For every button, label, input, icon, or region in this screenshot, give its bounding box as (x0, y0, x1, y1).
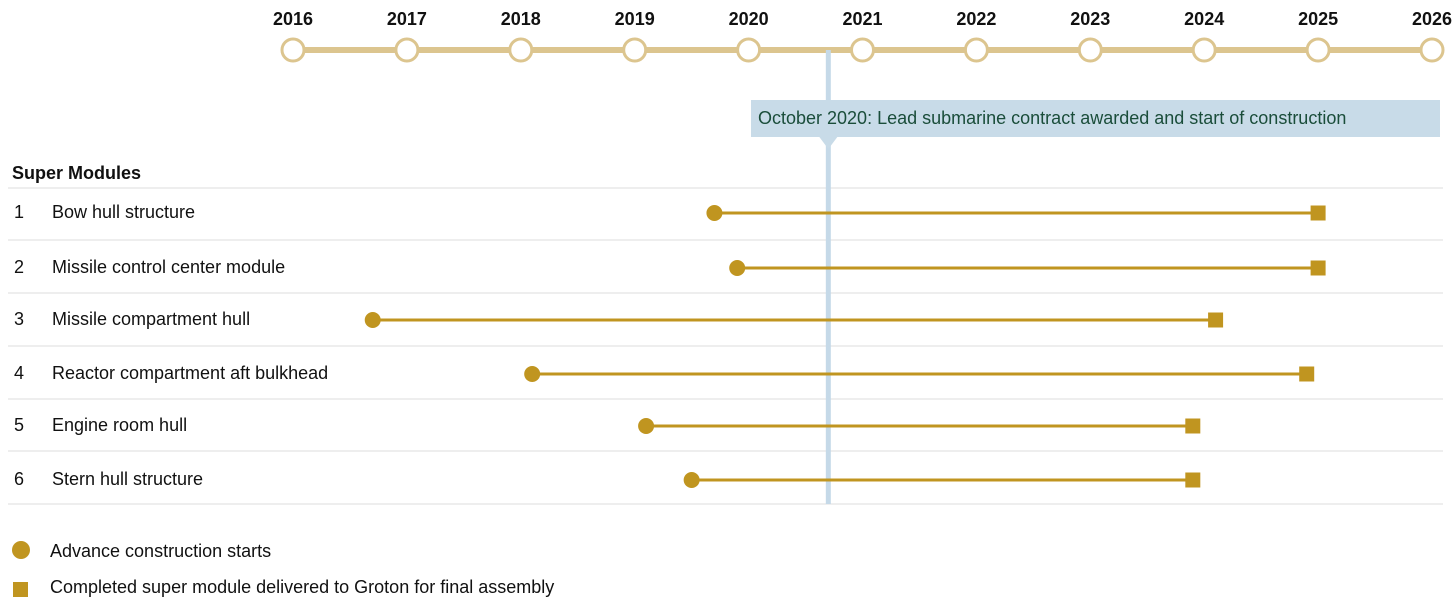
row-number: 4 (14, 363, 24, 383)
tick-mark (1077, 37, 1103, 63)
tick-mark (394, 37, 420, 63)
start-marker (683, 472, 700, 488)
x-tick-label: 2023 (1070, 9, 1110, 29)
tick-mark (1191, 37, 1217, 63)
row-label: Missile control center module (52, 257, 285, 277)
row-label: Bow hull structure (52, 202, 195, 222)
tick-mark (963, 37, 989, 63)
legend-marker (12, 541, 30, 559)
end-marker (1185, 418, 1201, 434)
end-marker (1310, 260, 1326, 276)
legend-label: Completed super module delivered to Grot… (50, 577, 554, 597)
section-title: Super Modules (12, 163, 141, 183)
x-tick-label: 2016 (273, 9, 313, 29)
annotation-text: October 2020: Lead submarine contract aw… (758, 108, 1346, 128)
start-marker (706, 205, 723, 221)
x-tick-label: 2025 (1298, 9, 1338, 29)
x-tick-label: 2019 (615, 9, 655, 29)
row-label: Missile compartment hull (52, 309, 250, 329)
row-number: 6 (14, 469, 24, 489)
tick-mark (1305, 37, 1331, 63)
start-marker (729, 260, 746, 276)
end-marker (1208, 312, 1224, 328)
tick-mark (622, 37, 648, 63)
annotation-box (751, 100, 1440, 137)
start-marker (638, 418, 655, 434)
annotation-pointer (819, 137, 838, 149)
row-label: Reactor compartment aft bulkhead (52, 363, 328, 383)
end-marker (1299, 366, 1315, 382)
tick-mark (1419, 37, 1445, 63)
row-number: 3 (14, 309, 24, 329)
row-number: 1 (14, 202, 24, 222)
end-marker (1185, 472, 1201, 488)
x-tick-label: 2017 (387, 9, 427, 29)
start-marker (364, 312, 381, 328)
legend-label: Advance construction starts (50, 541, 271, 561)
x-tick-label: 2024 (1184, 9, 1224, 29)
tick-mark (508, 37, 534, 63)
x-tick-label: 2026 (1412, 9, 1452, 29)
row-number: 5 (14, 415, 24, 435)
x-tick-label: 2021 (842, 9, 882, 29)
x-tick-label: 2022 (956, 9, 996, 29)
tick-mark (280, 37, 306, 63)
row-number: 2 (14, 257, 24, 277)
end-marker (1310, 205, 1326, 221)
tick-mark (850, 37, 875, 63)
x-tick-label: 2018 (501, 9, 541, 29)
legend-marker (13, 582, 28, 597)
row-label: Stern hull structure (52, 469, 203, 489)
x-tick-label: 2020 (729, 9, 769, 29)
tick-mark (736, 37, 762, 63)
row-label: Engine room hull (52, 415, 187, 435)
start-marker (524, 366, 541, 382)
